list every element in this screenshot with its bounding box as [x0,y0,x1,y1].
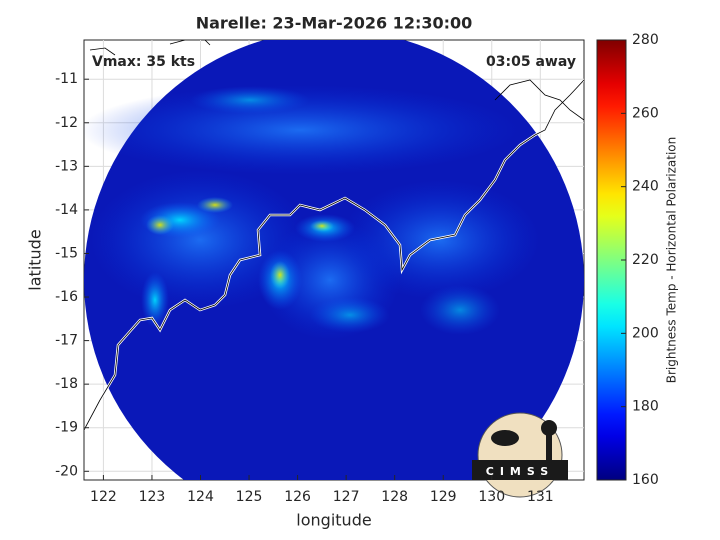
y-tick-label: -20 [55,463,78,479]
x-tick-label: 131 [527,489,554,505]
y-axis-label: latitude [26,229,45,290]
y-tick-label: -14 [55,202,78,218]
x-tick-label: 128 [381,489,408,505]
x-tick-label: 124 [187,489,214,505]
colorbar-tick-label: 220 [632,252,659,268]
colorbar-tick-label: 160 [632,472,659,488]
y-tick-label: -19 [55,420,78,436]
x-tick-label: 130 [478,489,505,505]
y-tick-label: -16 [55,289,78,305]
x-tick-label: 123 [139,489,166,505]
annotation: 03:05 away [486,54,576,70]
y-tick-label: -15 [55,245,78,261]
colorbar-tick-label: 280 [632,32,659,48]
x-tick-label: 129 [430,489,457,505]
y-tick-label: -12 [55,115,78,131]
y-tick-label: -17 [55,333,78,349]
logo-text: CIMSS [486,465,554,478]
x-tick-label: 125 [236,489,263,505]
x-tick-label: 127 [333,489,360,505]
y-tick-label: -18 [55,376,78,392]
satellite-image [84,40,584,480]
colorbar-tick-label: 240 [632,179,659,195]
y-tick-label: -13 [55,158,78,174]
annotation: Vmax: 35 kts [92,54,195,70]
colorbar-tick-label: 180 [632,399,659,415]
colorbar-label: Brightness Temp - Horizontal Polarizatio… [665,137,679,384]
logo: CIMSS [472,412,568,498]
y-tick-label: -11 [55,71,78,87]
chart-title: Narelle: 23-Mar-2026 12:30:00 [196,14,473,33]
x-axis-label: longitude [296,511,371,530]
colorbar-tick-label: 260 [632,105,659,121]
x-tick-label: 122 [90,489,117,505]
colorbar-tick-label: 200 [632,325,659,341]
x-tick-label: 126 [284,489,311,505]
